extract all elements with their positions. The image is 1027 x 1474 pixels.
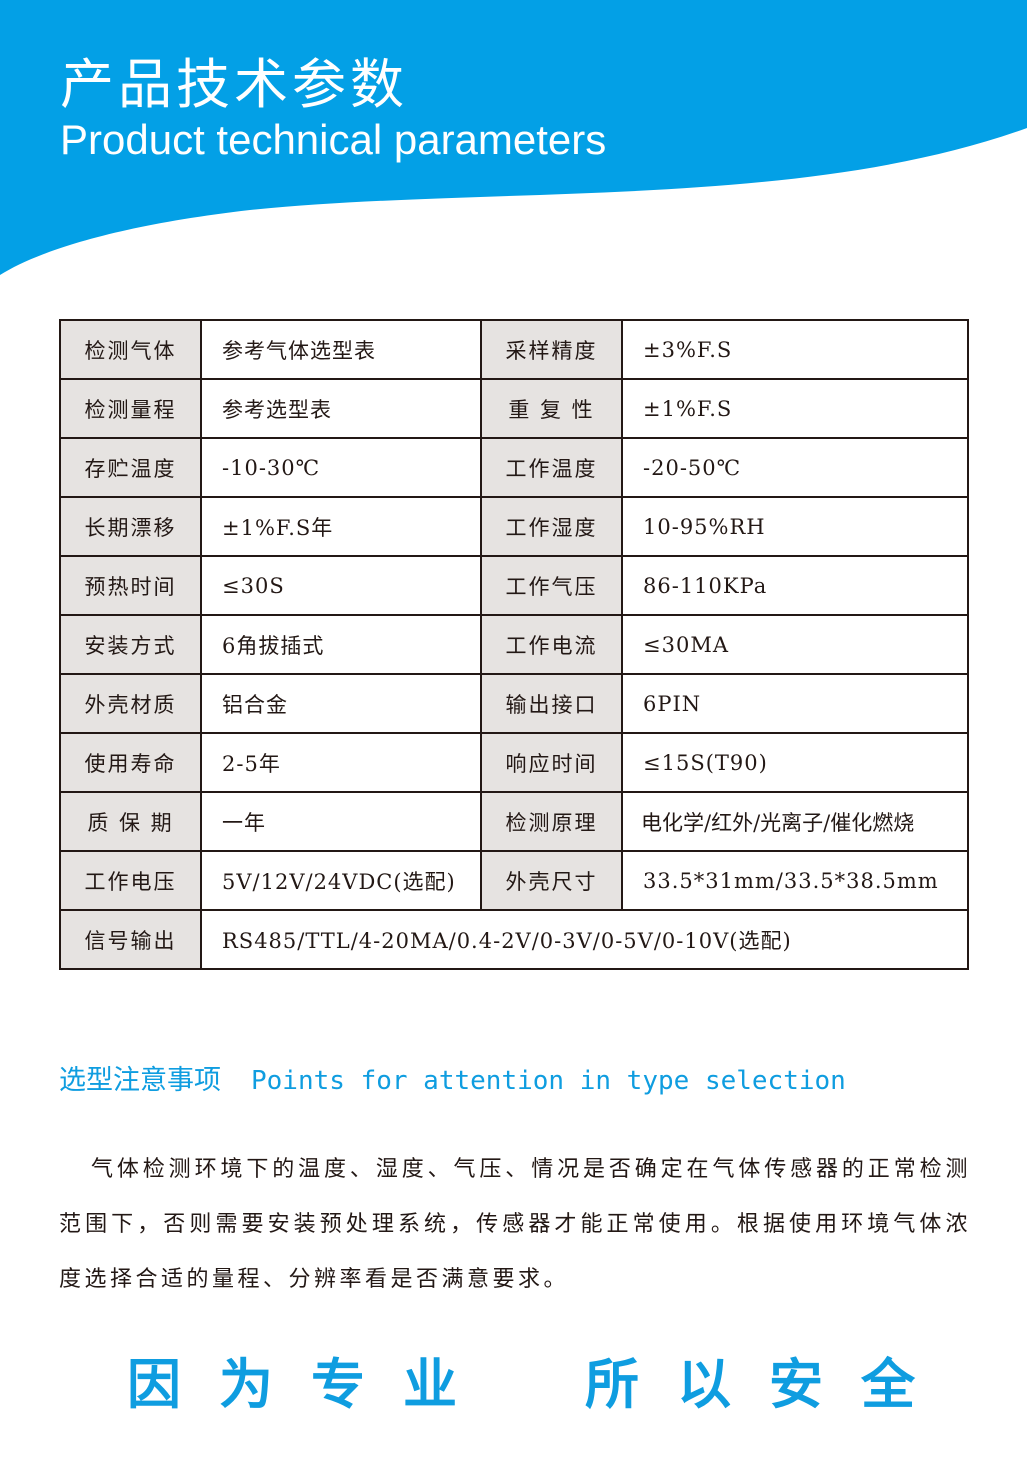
table-row: 预热时间 ≤30S 工作气压 86-110KPa: [59, 555, 969, 616]
param-label: 使用寿命: [59, 732, 202, 793]
param-label: 检测气体: [59, 319, 202, 380]
param-label: 质 保 期: [59, 791, 202, 852]
section-title-en: Points for attention in type selection: [251, 1066, 846, 1096]
slogan-right: 所以安全: [585, 1352, 953, 1416]
param-label: 外壳材质: [59, 673, 202, 734]
section-heading: 选型注意事项 Points for attention in type selec…: [59, 1058, 846, 1097]
param-value: 10-95%RH: [621, 496, 969, 557]
param-label: 工作电流: [480, 614, 623, 675]
param-label: 检测量程: [59, 378, 202, 439]
param-value: RS485/TTL/4-20MA/0.4-2V/0-3V/0-5V/0-10V(…: [200, 909, 969, 970]
table-row: 存贮温度 -10-30℃ 工作温度 -20-50℃: [59, 437, 969, 498]
param-value: ≤30S: [200, 555, 482, 616]
table-row: 检测气体 参考气体选型表 采样精度 ±3%F.S: [59, 319, 969, 380]
table-row: 工作电压 5V/12V/24VDC(选配) 外壳尺寸 33.5*31mm/33.5*3…: [59, 850, 969, 911]
slogan-left: 因为专业: [127, 1352, 495, 1416]
header-banner: [0, 0, 1027, 275]
parameters-table: 检测气体 参考气体选型表 采样精度 ±3%F.S 检测量程 参考选型表重 复 性 ±1%F.…: [59, 319, 969, 970]
param-value: 6PIN: [621, 673, 969, 734]
table-row: 质 保 期一年 检测原理 电化学/红外/光离子/催化燃烧: [59, 791, 969, 852]
notes-paragraph: 气体检测环境下的温度、湿度、气压、情况是否确定在气体传感器的正常检测范围下，否则…: [59, 1157, 971, 1292]
param-value: 参考气体选型表: [200, 319, 482, 380]
section-title-cn: 选型注意事项: [59, 1065, 221, 1096]
param-label: 工作气压: [480, 555, 623, 616]
page-title: 产品技术参数: [60, 53, 408, 116]
param-label: 工作湿度: [480, 496, 623, 557]
table-row: 检测量程 参考选型表重 复 性 ±1%F.S: [59, 378, 969, 439]
table-row: 长期漂移 ±1%F.S年 工作湿度 10-95%RH: [59, 496, 969, 557]
table-row: 安装方式 6角拔插式 工作电流 ≤30MA: [59, 614, 969, 675]
param-value: 5V/12V/24VDC(选配): [200, 850, 482, 911]
param-value: 电化学/红外/光离子/催化燃烧: [621, 791, 969, 852]
param-label: 安装方式: [59, 614, 202, 675]
param-value: 86-110KPa: [621, 555, 969, 616]
param-label: 响应时间: [480, 732, 623, 793]
table-row: 外壳材质 铝合金 输出接口 6PIN: [59, 673, 969, 734]
param-label: 检测原理: [480, 791, 623, 852]
param-label: 预热时间: [59, 555, 202, 616]
param-label: 重 复 性: [480, 378, 623, 439]
param-value: 参考选型表: [200, 378, 482, 439]
param-label: 长期漂移: [59, 496, 202, 557]
param-value: 一年: [200, 791, 482, 852]
table-row: 信号输出 RS485/TTL/4-20MA/0.4-2V/0-3V/0-5V/0-…: [59, 909, 969, 970]
param-value: ±1%F.S年: [200, 496, 482, 557]
param-value: -10-30℃: [200, 437, 482, 498]
param-value: 33.5*31mm/33.5*38.5mm: [621, 850, 969, 911]
param-value: 2-5年: [200, 732, 482, 793]
param-value: ±1%F.S: [621, 378, 969, 439]
page-subtitle: Product technical parameters: [60, 116, 607, 163]
param-value: 铝合金: [200, 673, 482, 734]
param-label: 输出接口: [480, 673, 623, 734]
param-label: 信号输出: [59, 909, 202, 970]
param-label: 存贮温度: [59, 437, 202, 498]
param-label: 工作电压: [59, 850, 202, 911]
param-value: -20-50℃: [621, 437, 969, 498]
table-row: 使用寿命 2-5年 响应时间 ≤15S(T90): [59, 732, 969, 793]
param-label: 外壳尺寸: [480, 850, 623, 911]
param-value: ≤15S(T90): [621, 732, 969, 793]
param-label: 采样精度: [480, 319, 623, 380]
param-value: ±3%F.S: [621, 319, 969, 380]
param-label: 工作温度: [480, 437, 623, 498]
param-value: 6角拔插式: [200, 614, 482, 675]
param-value: ≤30MA: [621, 614, 969, 675]
